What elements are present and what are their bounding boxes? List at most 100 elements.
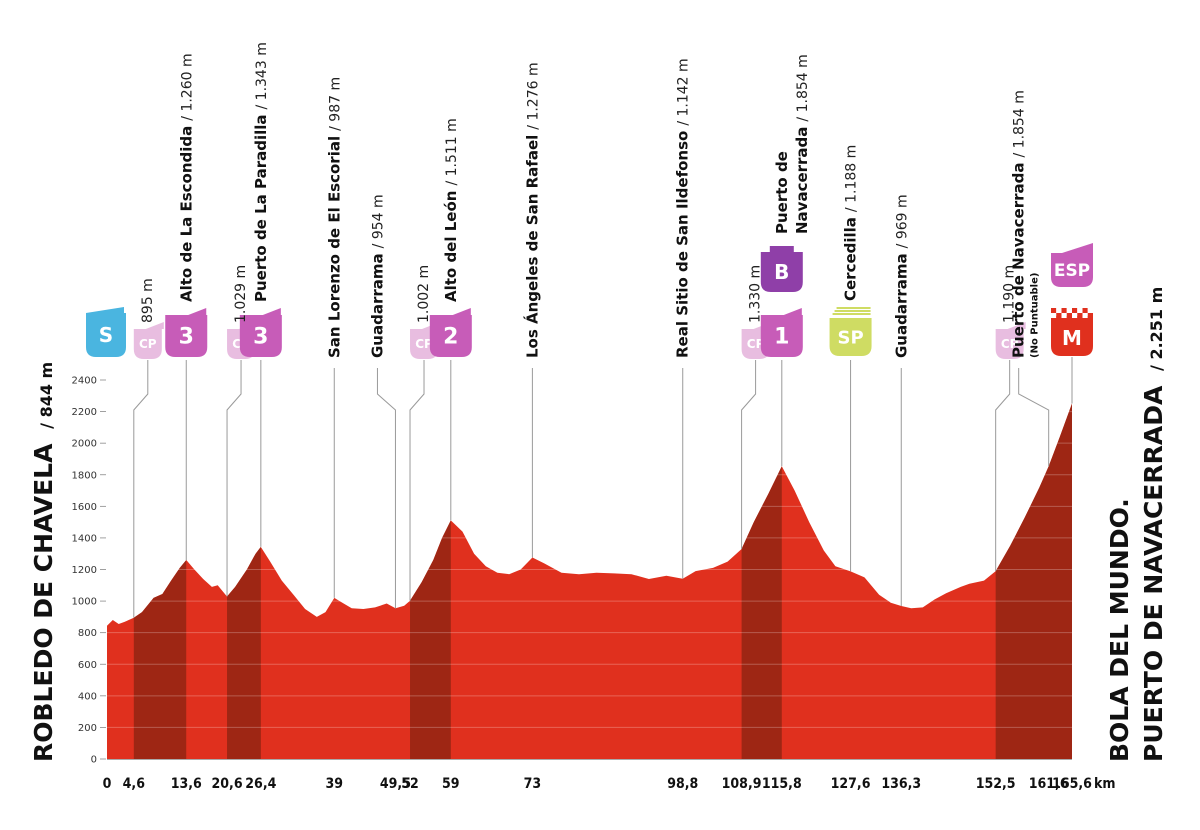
checker-square [1061, 313, 1067, 318]
point-label-name: Puerto de Navacerrada [1010, 163, 1028, 359]
finish-name-line1: BOLA DEL MUNDO. [1105, 498, 1134, 762]
point-label-altitude: / 1.343 m [254, 42, 270, 109]
y-tick-label: 2200 [72, 407, 97, 418]
x-unit-label: km [1094, 776, 1116, 792]
y-tick-label: 1200 [72, 565, 97, 576]
x-tick-label: 115,8 [762, 776, 802, 792]
climb-segments [133, 403, 1072, 759]
cp-badge-label: CP [139, 337, 157, 351]
x-tick-label: 26,4 [245, 776, 276, 792]
point-label-name: Real Sitio de San Ildefonso [674, 131, 692, 358]
finish-alt: / 2.251 m [1147, 287, 1166, 371]
climb-badge-label: 3 [253, 325, 268, 350]
point-label-name: Alto de La Escondida [177, 126, 195, 302]
leader-line [376, 368, 396, 609]
profile-area [107, 403, 1072, 759]
badge-tab [1007, 322, 1026, 329]
point-label-name: Puerto de [773, 151, 791, 234]
leader-line [133, 360, 149, 618]
checker-square [1082, 308, 1088, 313]
start-name-text: ROBLEDO DE CHAVELA [29, 443, 58, 762]
point-badges: SMESPCP3CP3CP2CP1BSPCP [86, 243, 1093, 359]
start-name: ROBLEDO DE CHAVELA / 844 m [29, 362, 58, 762]
climb-badge-label: 2 [443, 325, 458, 350]
point-label-altitude: / 1.854 m [1012, 90, 1028, 157]
bonus-badge-label: B [774, 260, 789, 284]
y-tick-label: 1000 [72, 597, 97, 608]
point-label-altitude: / 987 m [327, 77, 343, 131]
y-axis-ticks: 0 200 400 600 800 1000 1200 1400 1600 1800 2000 220… [72, 376, 97, 766]
finish-name-line1-text: BOLA DEL MUNDO. [1105, 498, 1134, 762]
point-label: Puerto de [773, 151, 791, 234]
point-label-altitude: 1.330 m [748, 265, 764, 323]
point-label: 1.002 m [416, 265, 432, 323]
point-label-altitude: / 954 m [370, 194, 386, 248]
y-tick-label: 400 [78, 691, 97, 702]
x-tick-label: 49,5 [380, 776, 411, 792]
finish-badge-label: M [1062, 326, 1082, 350]
climb-badge [429, 315, 472, 357]
checker-square [1072, 313, 1078, 318]
finish-name-line2: PUERTO DE NAVACERRADA / 2.251 m [1139, 287, 1168, 762]
cp-badge-label: CP [415, 337, 433, 351]
checker-square [1077, 308, 1083, 313]
badge-tab [262, 308, 281, 315]
y-tick-label: 800 [78, 628, 97, 639]
point-label-altitude: 895 m [140, 278, 156, 323]
point-label: Puerto de La Paradilla / 1.343 m [252, 42, 270, 302]
esp-badge [1051, 253, 1093, 287]
y-tick-label: 1600 [72, 502, 97, 513]
esp-badge-label: ESP [1054, 261, 1090, 281]
leader-line [995, 360, 1011, 572]
y-tick-label: 2000 [72, 439, 97, 450]
point-label-name: San Lorenzo de El Escorial [325, 136, 343, 358]
point-label: Alto del León / 1.511 m [442, 118, 460, 302]
y-tick-label: 2400 [72, 376, 97, 387]
point-label-name: Navacerrada [793, 127, 811, 234]
climb-badge [760, 315, 803, 357]
cp-badge [995, 329, 1024, 359]
point-label-altitude: / 969 m [894, 194, 910, 248]
point-label: 895 m [140, 278, 156, 323]
checker-square [1072, 308, 1078, 313]
climb-segment [133, 560, 187, 759]
leader-line [1018, 368, 1050, 467]
x-tick-label: 98,8 [667, 776, 698, 792]
climb-segment [410, 520, 451, 759]
climb-segment [741, 466, 782, 759]
climb-badge [239, 315, 282, 357]
badge-tab [188, 308, 207, 315]
y-tick-label: 1800 [72, 470, 97, 481]
checker-square [1051, 313, 1057, 318]
y-tick-label: 600 [78, 660, 97, 671]
x-tick-label: 165,6 [1052, 776, 1092, 792]
sprint-badge-stripe [836, 307, 871, 309]
cp-badge-label: CP [1001, 337, 1019, 351]
point-label: 1.330 m [748, 265, 764, 323]
point-label-altitude: 1.002 m [416, 265, 432, 323]
point-labels: 895 m Alto de La Escondida / 1.260 m 1.029 … [140, 42, 1041, 358]
x-axis-ticks: 0 4,6 13,6 20,6 26,4 39 49,552 59 73 98,8 108,9 115… [103, 776, 1116, 792]
point-label: Guadarrama / 969 m [892, 194, 910, 358]
point-label-name: Cercedilla [842, 217, 860, 301]
x-tick-label: 13,6 [171, 776, 202, 792]
checker-square [1082, 313, 1088, 318]
start-badge [86, 313, 126, 357]
climb-segment [227, 546, 261, 759]
sprint-badge-stripe [832, 313, 871, 315]
x-tick-label: 73 [524, 776, 542, 792]
y-tick-label: 200 [78, 723, 97, 734]
x-tick-label: 0 [103, 776, 112, 792]
y-tick-label: 1400 [72, 533, 97, 544]
point-label: San Lorenzo de El Escorial / 987 m [325, 77, 343, 358]
point-label: 1.029 m [233, 265, 249, 323]
point-label: Guadarrama / 954 m [368, 194, 386, 358]
climb-badge-label: 1 [774, 325, 789, 350]
leader-line [409, 360, 425, 601]
point-label-altitude: / 1.260 m [179, 53, 195, 120]
point-label-altitude: / 1.188 m [844, 145, 860, 212]
point-label-altitude: / 1.511 m [444, 118, 460, 185]
finish-name-line2-text: PUERTO DE NAVACERRADA [1139, 385, 1168, 762]
point-label-name: Guadarrama [368, 253, 386, 358]
